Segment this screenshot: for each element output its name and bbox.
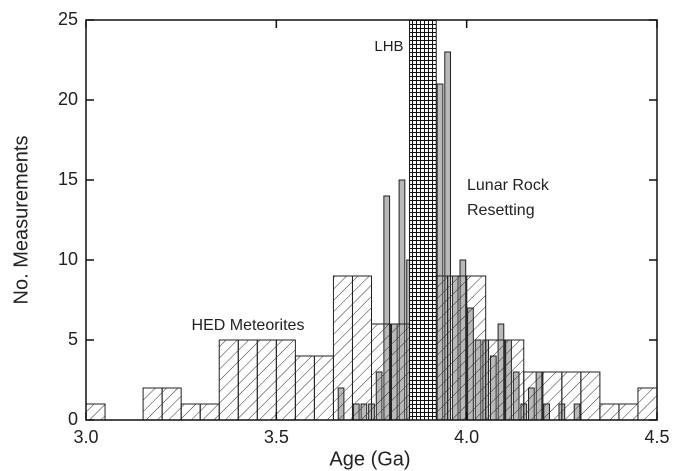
lhb-band bbox=[409, 19, 437, 421]
hed-bar bbox=[313, 355, 334, 421]
annotation: HED Meteorites bbox=[192, 317, 305, 334]
x-axis-label: Age (Ga) bbox=[329, 448, 410, 470]
hed-bar bbox=[294, 355, 315, 421]
hed-bar bbox=[180, 403, 201, 421]
y-tick-label: 0 bbox=[68, 409, 78, 429]
y-tick-label: 10 bbox=[58, 249, 78, 269]
lhb-label-bg bbox=[361, 36, 406, 58]
hed-bar bbox=[561, 371, 582, 421]
hed-bar bbox=[599, 403, 620, 421]
y-tick-label: 15 bbox=[58, 169, 78, 189]
hed-bar bbox=[637, 387, 658, 421]
hed-bar bbox=[256, 339, 277, 421]
x-tick-label: 4.0 bbox=[454, 427, 479, 447]
lhb-label: LHB bbox=[374, 38, 403, 55]
hed-bar bbox=[237, 339, 258, 421]
y-axis-label: No. Measurements bbox=[10, 136, 32, 305]
x-tick-label: 3.5 bbox=[264, 427, 289, 447]
hed-bar bbox=[618, 403, 639, 421]
y-tick-label: 5 bbox=[68, 329, 78, 349]
x-tick-label: 3.0 bbox=[73, 427, 98, 447]
hed-bar bbox=[218, 339, 239, 421]
y-tick-label: 20 bbox=[58, 89, 78, 109]
annotation: Resetting bbox=[467, 202, 535, 219]
hed-bar bbox=[523, 371, 544, 421]
x-tick-label: 4.5 bbox=[644, 427, 669, 447]
hed-bar bbox=[161, 387, 182, 421]
hed-bar bbox=[504, 339, 525, 421]
hed-bar bbox=[371, 323, 392, 421]
hed-bar bbox=[466, 275, 487, 421]
hed-bar bbox=[447, 275, 468, 421]
hed-bar bbox=[485, 339, 506, 421]
hed-bar bbox=[332, 275, 353, 421]
annotation: Lunar Rock bbox=[467, 177, 550, 194]
hed-bar bbox=[542, 371, 563, 421]
hed-bar bbox=[580, 371, 601, 421]
hed-bar bbox=[390, 323, 411, 421]
hed-bar bbox=[351, 275, 373, 421]
hed-bar bbox=[85, 403, 106, 421]
hed-bar bbox=[142, 387, 163, 421]
hed-bar bbox=[275, 339, 296, 421]
y-tick-label: 25 bbox=[58, 9, 78, 29]
hed-bar bbox=[199, 403, 220, 421]
plot-frame bbox=[85, 19, 658, 421]
